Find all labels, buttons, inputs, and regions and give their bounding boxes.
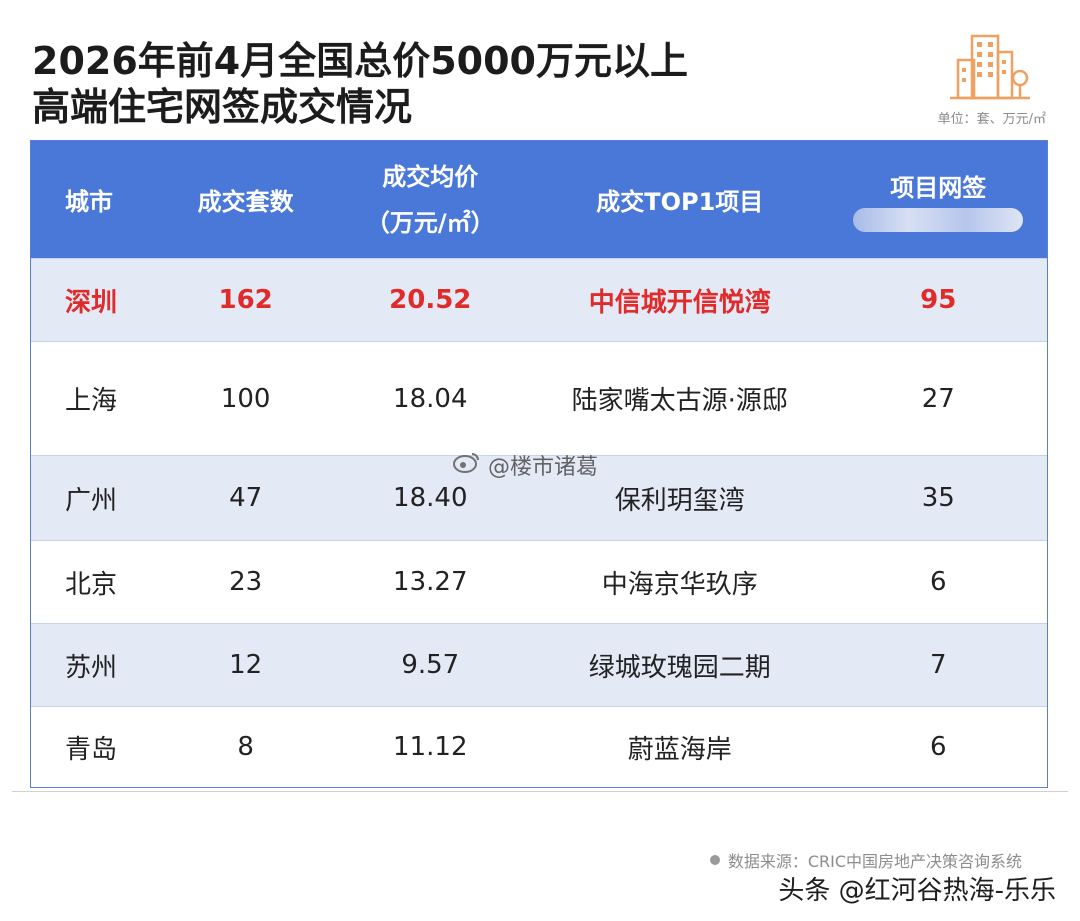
weibo-icon (452, 450, 482, 480)
title-line-1: 2026年前4月全国总价5000万元以上 (32, 39, 688, 83)
table-row: 广州 47 18.40 保利玥玺湾 35 (31, 455, 1047, 540)
cell-avg-price: 20.52 (389, 285, 472, 315)
cell-city: 苏州 (65, 652, 118, 683)
cell-count: 12 (229, 650, 263, 680)
cell-city: 北京 (65, 569, 118, 600)
blurred-header-note (853, 207, 1024, 232)
header-avg-price-label: 成交均价 (382, 162, 479, 191)
table-row: 青岛 8 11.12 蔚蓝海岸 6 (31, 706, 1047, 787)
page-title: 2026年前4月全国总价5000万元以上 高端住宅网签成交情况 (32, 38, 688, 130)
header-project-signed: 项目网签 (829, 141, 1047, 258)
cell-count: 162 (218, 285, 273, 315)
cell-count: 8 (237, 732, 254, 762)
data-table: 城市 成交套数 成交均价 （万元/㎡） 成交TOP1项目 项目网签 深圳 162… (30, 140, 1048, 788)
header-avg-price: 成交均价 （万元/㎡） (330, 141, 530, 258)
cell-signed: 7 (929, 650, 947, 680)
cell-city: 深圳 (65, 287, 118, 318)
header-avg-price-unit: （万元/㎡） (365, 208, 495, 237)
cell-signed: 95 (920, 285, 957, 315)
cell-top-project: 保利玥玺湾 (614, 485, 745, 516)
header-count: 成交套数 (197, 188, 294, 216)
table-row: 深圳 162 20.52 中信城开信悦湾 95 (31, 258, 1047, 341)
header-city: 城市 (65, 188, 113, 216)
cell-count: 23 (229, 567, 263, 597)
cell-count: 47 (229, 483, 263, 513)
cell-top-project: 绿城玫瑰园二期 (588, 652, 771, 683)
toutiao-watermark: 头条 @红河谷热海-乐乐 (778, 876, 1056, 906)
header-project-signed-label: 项目网签 (890, 173, 987, 202)
header-top-project: 成交TOP1项目 (596, 188, 764, 216)
weibo-handle: @楼市诸葛 (488, 455, 599, 480)
cell-top-project: 陆家嘴太古源·源邸 (571, 386, 788, 416)
table-header: 城市 成交套数 成交均价 （万元/㎡） 成交TOP1项目 项目网签 (31, 141, 1047, 258)
bullet-icon (709, 855, 720, 865)
cell-signed: 27 (921, 383, 955, 414)
cell-top-project: 中海京华玖序 (601, 569, 758, 600)
cell-city: 广州 (65, 485, 118, 516)
cell-avg-price: 11.12 (393, 732, 468, 762)
cell-top-project: 蔚蓝海岸 (627, 734, 732, 765)
cell-count: 100 (220, 383, 271, 414)
table-row: 北京 23 13.27 中海京华玖序 6 (31, 540, 1047, 623)
cell-avg-price: 18.04 (393, 383, 468, 414)
cell-avg-price: 9.57 (401, 650, 460, 680)
cell-signed: 35 (921, 483, 955, 513)
weibo-watermark: @楼市诸葛 (452, 449, 598, 481)
data-source: 数据来源：CRIC中国房地产决策咨询系统 (709, 848, 1022, 872)
cell-avg-price: 18.40 (393, 483, 468, 513)
buildings-icon (950, 30, 1030, 106)
title-line-2: 高端住宅网签成交情况 (32, 85, 413, 129)
cell-city: 上海 (65, 386, 118, 416)
table-row: 苏州 12 9.57 绿城玫瑰园二期 7 (31, 623, 1047, 706)
cell-city: 青岛 (65, 734, 118, 765)
table-row: 上海 100 18.04 陆家嘴太古源·源邸 27 (31, 341, 1047, 455)
cell-top-project: 中信城开信悦湾 (588, 287, 771, 318)
footer-divider (12, 791, 1068, 792)
cell-signed: 6 (929, 732, 947, 762)
cell-avg-price: 13.27 (393, 567, 468, 597)
unit-note: 单位：套、万元/㎡ (937, 112, 1046, 127)
cell-signed: 6 (929, 567, 947, 597)
source-text: 数据来源：CRIC中国房地产决策咨询系统 (727, 852, 1022, 871)
